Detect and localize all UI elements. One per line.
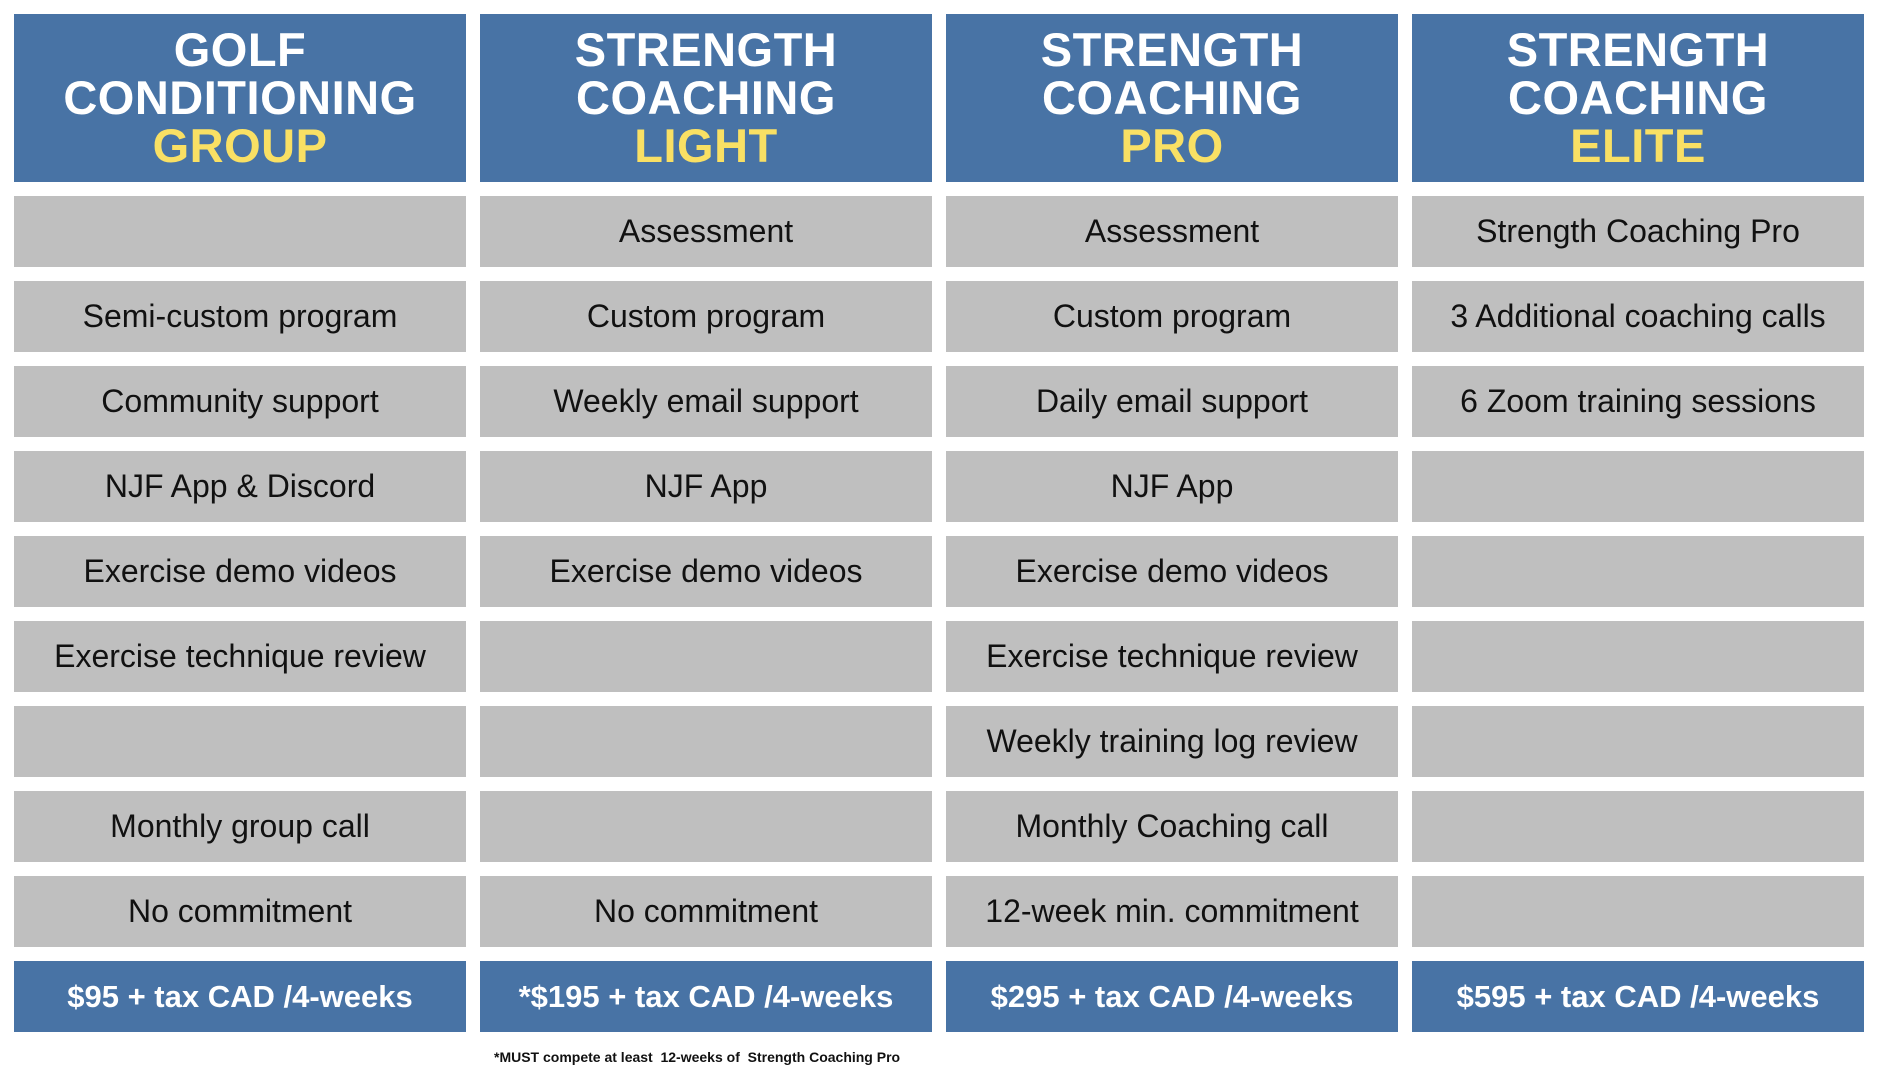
feature-cell: Monthly Coaching call — [946, 791, 1398, 862]
feature-cell: Monthly group call — [14, 791, 466, 862]
feature-cell: Exercise demo videos — [480, 536, 932, 607]
price-button[interactable]: *$195 + tax CAD /4-weeks — [480, 961, 932, 1032]
feature-cell: NJF App & Discord — [14, 451, 466, 522]
feature-cell — [1412, 536, 1864, 607]
feature-cell: Semi-custom program — [14, 281, 466, 352]
plan-name-line1: GOLF — [173, 23, 307, 76]
feature-cell — [1412, 791, 1864, 862]
pricing-table: GOLF CONDITIONING GROUP Semi-custom prog… — [14, 14, 1864, 1032]
plan-tier: ELITE — [1570, 119, 1706, 172]
feature-cell — [1412, 451, 1864, 522]
plan-name-line1: STRENGTH — [1040, 23, 1304, 76]
plan-column-strength-coaching-elite: STRENGTH COACHING ELITE Strength Coachin… — [1412, 14, 1864, 1032]
plan-name-line1: STRENGTH — [1506, 23, 1770, 76]
plan-header: STRENGTH COACHING PRO — [946, 14, 1398, 182]
feature-cell: Weekly training log review — [946, 706, 1398, 777]
plan-name-line2: COACHING — [576, 71, 836, 124]
plan-column-strength-coaching-pro: STRENGTH COACHING PRO Assessment Custom … — [946, 14, 1398, 1032]
feature-cell: Strength Coaching Pro — [1412, 196, 1864, 267]
plan-header: STRENGTH COACHING LIGHT — [480, 14, 932, 182]
feature-cell: Community support — [14, 366, 466, 437]
feature-cell — [1412, 621, 1864, 692]
plan-name-line1: STRENGTH — [574, 23, 838, 76]
price-button[interactable]: $595 + tax CAD /4-weeks — [1412, 961, 1864, 1032]
plan-tier: LIGHT — [634, 119, 778, 172]
feature-cell: No commitment — [480, 876, 932, 947]
feature-cell — [1412, 876, 1864, 947]
feature-cell: Custom program — [946, 281, 1398, 352]
feature-cell: Exercise demo videos — [14, 536, 466, 607]
feature-cell: NJF App — [480, 451, 932, 522]
feature-cell: NJF App — [946, 451, 1398, 522]
feature-cell — [14, 706, 466, 777]
plan-name-line2: COACHING — [1508, 71, 1768, 124]
feature-cell — [14, 196, 466, 267]
feature-cell: Exercise technique review — [946, 621, 1398, 692]
feature-cell: Assessment — [946, 196, 1398, 267]
feature-cell: 12-week min. commitment — [946, 876, 1398, 947]
feature-cell — [1412, 706, 1864, 777]
plan-header: GOLF CONDITIONING GROUP — [14, 14, 466, 182]
feature-cell: Daily email support — [946, 366, 1398, 437]
plan-name-line2: CONDITIONING — [63, 71, 417, 124]
price-button[interactable]: $295 + tax CAD /4-weeks — [946, 961, 1398, 1032]
feature-cell — [480, 791, 932, 862]
plan-column-strength-coaching-light: STRENGTH COACHING LIGHT Assessment Custo… — [480, 14, 932, 1032]
price-button[interactable]: $95 + tax CAD /4-weeks — [14, 961, 466, 1032]
plan-tier: PRO — [1120, 119, 1224, 172]
feature-cell: 6 Zoom training sessions — [1412, 366, 1864, 437]
feature-cell: 3 Additional coaching calls — [1412, 281, 1864, 352]
feature-cell: No commitment — [14, 876, 466, 947]
plan-tier: GROUP — [152, 119, 328, 172]
feature-cell: Exercise demo videos — [946, 536, 1398, 607]
feature-cell — [480, 621, 932, 692]
feature-cell — [480, 706, 932, 777]
plan-column-golf-conditioning-group: GOLF CONDITIONING GROUP Semi-custom prog… — [14, 14, 466, 1032]
feature-cell: Exercise technique review — [14, 621, 466, 692]
feature-cell: Assessment — [480, 196, 932, 267]
footnote: *MUST compete at least 12-weeks of Stren… — [494, 1049, 901, 1065]
feature-cell: Weekly email support — [480, 366, 932, 437]
plan-header: STRENGTH COACHING ELITE — [1412, 14, 1864, 182]
feature-cell: Custom program — [480, 281, 932, 352]
plan-name-line2: COACHING — [1042, 71, 1302, 124]
